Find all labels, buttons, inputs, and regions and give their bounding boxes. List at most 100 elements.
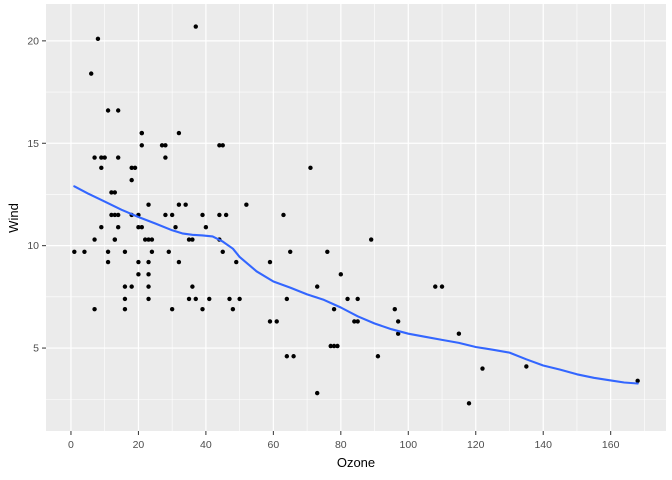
data-point [176, 202, 182, 207]
data-point [139, 143, 144, 148]
data-point [480, 366, 485, 371]
data-point [186, 296, 192, 302]
data-point [234, 259, 239, 265]
data-point [315, 284, 320, 289]
data-point [129, 177, 134, 183]
data-point [355, 319, 360, 324]
data-point [338, 272, 344, 277]
data-point [92, 306, 97, 312]
data-point [166, 249, 171, 255]
x-tick-label: 60 [268, 439, 280, 451]
data-point [230, 306, 236, 312]
x-tick-label: 0 [68, 439, 74, 451]
data-point [139, 130, 144, 136]
data-point [635, 378, 640, 384]
data-point [136, 259, 141, 265]
data-point [352, 319, 357, 324]
data-point [169, 212, 175, 218]
data-point [183, 202, 188, 207]
x-tick-label: 40 [200, 439, 212, 451]
data-point [146, 272, 151, 277]
data-point [439, 284, 445, 289]
data-point [315, 390, 320, 396]
data-point [122, 306, 128, 312]
data-point [328, 343, 333, 349]
data-point [99, 165, 104, 171]
data-point [217, 212, 222, 218]
data-point [217, 143, 222, 148]
data-point [200, 306, 205, 312]
data-point [237, 296, 242, 302]
data-point [89, 71, 94, 76]
data-point [395, 319, 401, 324]
x-tick-label: 120 [467, 439, 485, 451]
data-point [99, 155, 104, 160]
data-point [284, 296, 290, 302]
data-point [433, 284, 438, 289]
data-point [176, 259, 182, 265]
data-point [193, 24, 198, 29]
y-tick-label: 10 [27, 240, 39, 252]
data-point [325, 249, 330, 255]
data-point [466, 401, 472, 406]
data-point [146, 284, 151, 289]
data-point [186, 237, 192, 242]
data-point [207, 296, 212, 302]
plot-panel [46, 4, 666, 431]
data-point [136, 272, 141, 277]
data-point [190, 237, 195, 242]
data-point [163, 212, 168, 218]
data-point [220, 249, 225, 255]
data-point [105, 108, 111, 113]
y-tick-label: 15 [27, 138, 39, 150]
data-point [122, 249, 128, 255]
data-point [288, 249, 293, 255]
data-point [102, 155, 107, 160]
data-point [368, 237, 374, 242]
x-tick-label: 160 [602, 439, 620, 451]
data-point [105, 249, 111, 255]
data-point [355, 296, 360, 302]
data-point [129, 165, 134, 171]
data-point [112, 237, 118, 242]
data-point [331, 343, 337, 349]
data-point [193, 296, 198, 302]
data-point [274, 319, 279, 324]
data-point [203, 225, 209, 230]
data-point [132, 165, 138, 171]
data-point [331, 306, 337, 312]
data-point [146, 259, 151, 265]
data-point [72, 249, 77, 255]
x-tick-label: 100 [400, 439, 418, 451]
data-point [267, 319, 273, 324]
data-point [163, 143, 168, 148]
data-point [220, 143, 225, 148]
y-tick-label: 5 [33, 343, 39, 355]
data-point [109, 212, 114, 218]
data-point [223, 212, 229, 218]
data-point [115, 108, 121, 113]
data-point [284, 354, 290, 359]
data-point [139, 225, 144, 230]
data-point [136, 225, 141, 230]
data-point [190, 284, 195, 289]
data-point [82, 249, 87, 255]
data-point [227, 296, 232, 302]
data-point [267, 259, 273, 265]
data-point [375, 354, 381, 359]
data-point [92, 237, 97, 242]
data-point [244, 202, 249, 207]
data-point [281, 212, 286, 218]
data-point [105, 259, 111, 265]
data-point [308, 165, 313, 171]
data-point [291, 354, 296, 359]
data-point [109, 190, 114, 195]
data-point [146, 296, 151, 302]
data-point [200, 212, 205, 218]
data-point [456, 331, 462, 336]
data-point [129, 284, 134, 289]
data-point [173, 225, 178, 230]
x-tick-label: 80 [335, 439, 347, 451]
data-point [112, 190, 118, 195]
